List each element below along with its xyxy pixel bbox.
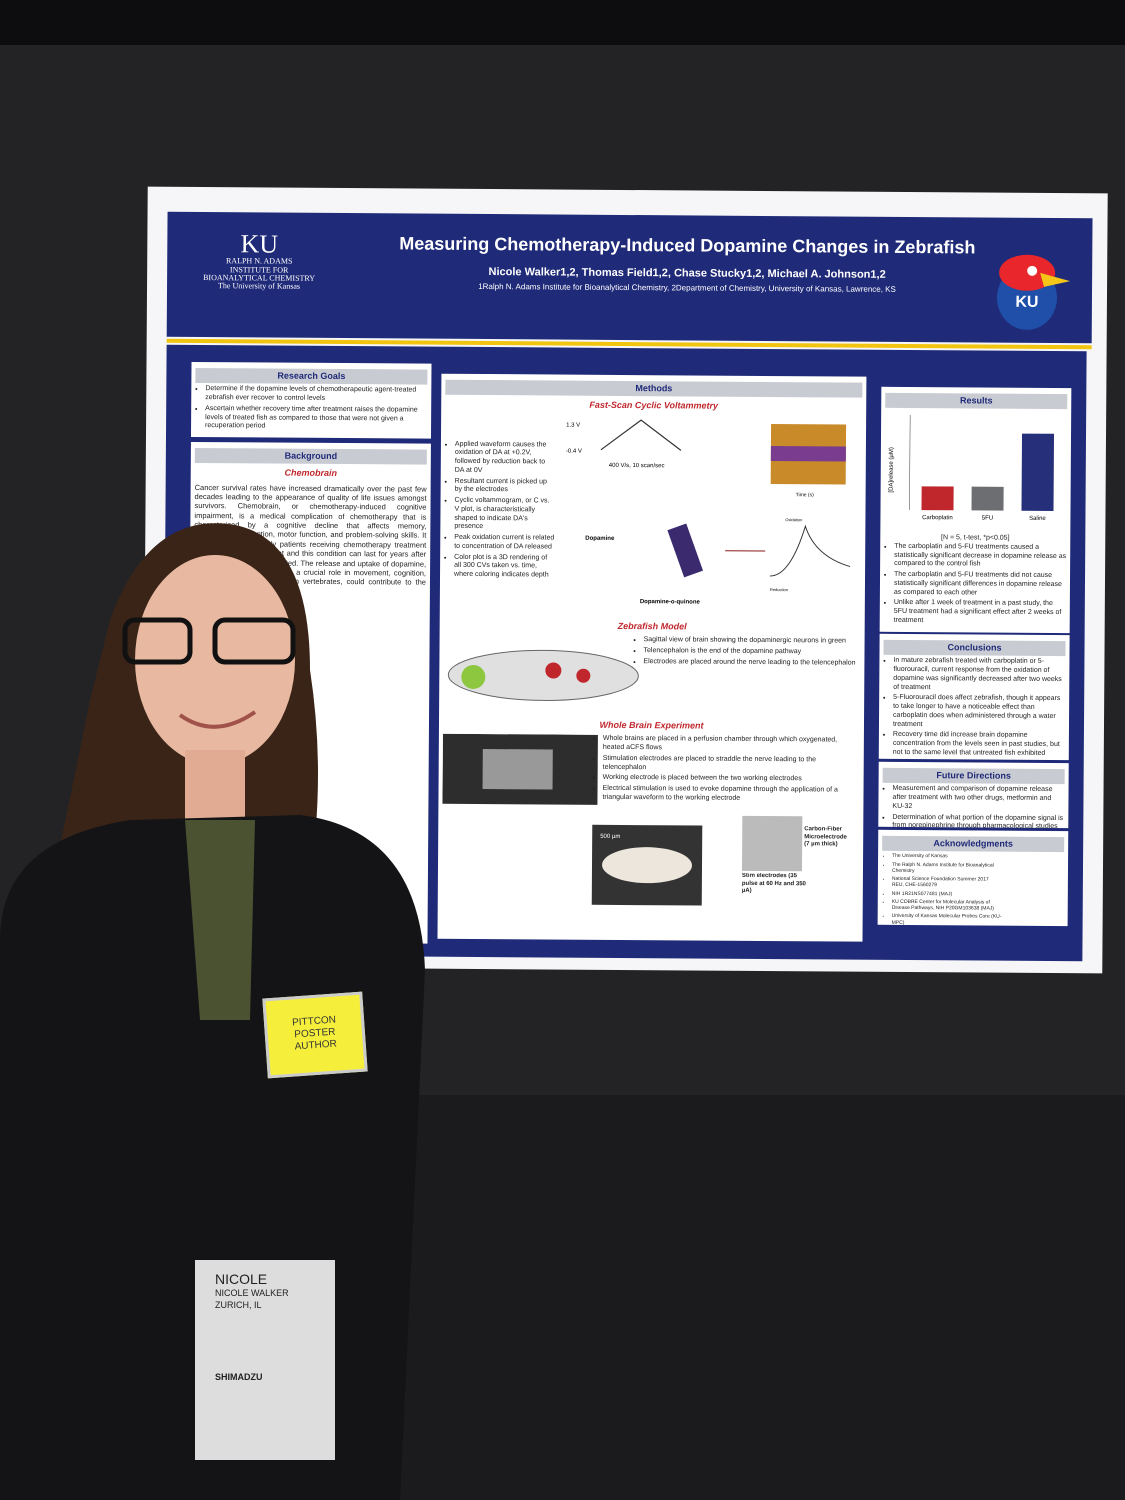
methods: Methods Fast-Scan Cyclic Voltammetry App… — [437, 373, 867, 942]
bullet: Color plot is a 3D rendering of all 300 … — [454, 553, 554, 580]
acknowledgments: Acknowledgments The University of Kansas… — [877, 829, 1069, 927]
bar — [921, 486, 954, 511]
bar-chart: [DA]release (µM) Carboplatin 5FU Saline — [889, 415, 1055, 522]
ku-logo: KU RALPH N. ADAMS INSTITUTE FOR BIOANALY… — [189, 229, 329, 292]
figure-label: Carbon-Fiber Microelectrode (7 µm thick) — [804, 826, 847, 848]
bullet: Resultant current is picked up by the el… — [455, 477, 555, 495]
subheading: Fast-Scan Cyclic Voltammetry — [589, 399, 719, 411]
bullet: Peak oxidation current is related to con… — [454, 534, 554, 552]
bullet: National Science Foundation Summer 2017 … — [892, 876, 1002, 889]
figure-label: 1.3 V — [566, 423, 580, 429]
authors: Nicole Walker1,2, Thomas Field1,2, Chase… — [488, 266, 886, 281]
bullet-list: Measurement and comparison of dopamine r… — [882, 785, 1064, 828]
y-axis-label: [DA]release (µM) — [889, 447, 895, 493]
ceiling — [0, 0, 1125, 45]
bullet-list: The carboplatin and 5-FU treatments caus… — [884, 543, 1067, 627]
bullet: The carboplatin and 5-FU treatments did … — [894, 571, 1066, 598]
lanyard-text: ZURICH, IL — [215, 1299, 262, 1310]
research-goals: Research Goals Determine if the dopamine… — [190, 361, 432, 439]
section-heading: Methods — [445, 379, 863, 398]
bullet: Unlike after 1 week of treatment in a pa… — [894, 599, 1066, 626]
section-heading: Background — [194, 447, 427, 465]
figure-label: Stim electrodes (35 pulse at 60 Hz and 3… — [741, 873, 806, 895]
logo-text: KU — [240, 229, 279, 259]
figure-label: Dopamine — [585, 536, 615, 542]
bullet: The carboplatin and 5-FU treatments caus… — [894, 543, 1066, 570]
brain-diagram — [447, 649, 639, 701]
bar — [1021, 433, 1055, 512]
bullet: In mature zebrafish treated with carbopl… — [893, 657, 1065, 693]
section-heading: Research Goals — [195, 367, 428, 385]
section-heading: Acknowledgments — [882, 835, 1065, 853]
results: Results [DA]release (µM) Carboplatin 5FU S… — [879, 386, 1072, 634]
x-tick-label: Carboplatin — [922, 515, 953, 521]
bullet: Determination of what portion of the dop… — [892, 813, 1064, 828]
bullet: KU COBRE Center for Molecular Analysis o… — [892, 899, 1002, 912]
bar — [971, 486, 1004, 511]
bullet-list: Applied waveform causes the oxidation of… — [444, 440, 555, 580]
future-directions: Future Directions Measurement and compar… — [878, 761, 1069, 829]
figure-label: -0.4 V — [566, 449, 582, 455]
x-tick-label: 5FU — [982, 516, 993, 522]
bullet-list: The University of KansasThe Ralph N. Ada… — [882, 853, 1003, 926]
bullet-list: Determine if the dopamine levels of chem… — [195, 385, 427, 432]
lanyard-card: NICOLE NICOLE WALKER ZURICH, IL SHIMADZU — [215, 1270, 320, 1383]
poster-title: Measuring Chemotherapy-Induced Dopamine … — [399, 233, 976, 258]
figure-label: 400 V/s, 10 scan/sec — [609, 463, 665, 469]
bullet: Ascertain whether recovery time after tr… — [205, 405, 427, 433]
section-heading: Results — [885, 392, 1068, 410]
lanyard-text: NICOLE — [215, 1271, 268, 1287]
logo-text: The University of Kansas — [218, 281, 301, 292]
bullet: The Ralph N. Adams Institute for Bioanal… — [892, 861, 1002, 874]
mascot-text: KU — [1015, 294, 1038, 311]
person — [0, 523, 425, 1500]
bullet: Recovery time did increase brain dopamin… — [893, 731, 1065, 758]
bullet: University of Kansas Molecular Probes Co… — [892, 913, 1002, 926]
lanyard-text: NICOLE WALKER — [215, 1288, 289, 1299]
subheading: Chemobrain — [284, 467, 338, 479]
bullet: 5-Fluorouracil does affect zebrafish, th… — [893, 694, 1065, 730]
brain-photos: 500 µm Stim electrodes (35 pulse at 60 H… — [591, 816, 847, 906]
bullet: The University of Kansas — [892, 853, 1002, 860]
bullet: Applied waveform causes the oxidation of… — [455, 440, 555, 476]
section-heading: Future Directions — [882, 767, 1065, 785]
name-badge: PITTCON POSTER AUTHOR — [262, 991, 368, 1079]
fscv-figure: 1.3 V -0.4 V 400 V/s, 10 scan/sec Time (… — [566, 419, 851, 606]
section-heading: Conclusions — [883, 639, 1066, 657]
jayhawk: KU — [996, 254, 1071, 330]
figure-label: Oxidation — [785, 517, 802, 522]
subheading: Zebrafish Model — [617, 620, 687, 632]
x-tick-label: Saline — [1029, 516, 1046, 522]
bullet: Determine if the dopamine levels of chem… — [205, 385, 427, 404]
bullet: Cyclic voltammogram, or C vs. V plot, is… — [454, 497, 554, 533]
poster: KU RALPH N. ADAMS INSTITUTE FOR BIOANALY… — [142, 186, 1108, 974]
bullet: NIH 1R21NS077481 (MAJ) — [892, 890, 1002, 897]
conclusions: Conclusions In mature zebrafish treated … — [878, 633, 1070, 761]
figure-label: Time (s) — [796, 492, 815, 498]
figure-label: 500 µm — [600, 834, 620, 840]
lanyard-text: SHIMADZU — [215, 1371, 263, 1382]
figure-label: Dopamine-o-quinone — [640, 599, 701, 605]
bullet-list: In mature zebrafish treated with carbopl… — [883, 657, 1066, 760]
subheading: Whole Brain Experiment — [599, 719, 704, 731]
affiliations: 1Ralph N. Adams Institute for Bioanalyti… — [478, 281, 896, 294]
bullet: Measurement and comparison of dopamine r… — [892, 785, 1064, 812]
chamber-photo — [442, 733, 598, 806]
figure-label: Reduction — [770, 587, 788, 592]
poster-header: KU RALPH N. ADAMS INSTITUTE FOR BIOANALY… — [166, 211, 1093, 344]
